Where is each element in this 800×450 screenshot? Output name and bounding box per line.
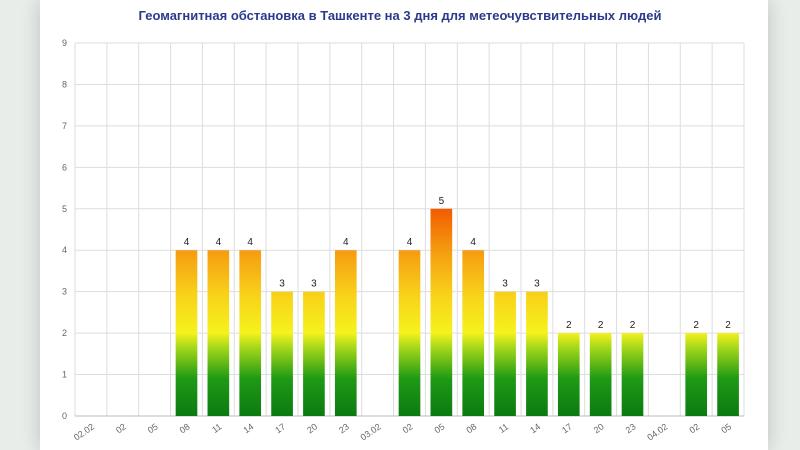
x-tick-label: 20	[305, 421, 319, 435]
x-tick-label: 05	[719, 421, 733, 435]
x-tick-label: 17	[560, 421, 574, 435]
y-tick-label: 8	[62, 79, 67, 89]
bar	[557, 333, 580, 416]
data-label: 2	[725, 320, 731, 331]
y-tick-label: 5	[62, 204, 67, 214]
bar-layer	[175, 208, 739, 416]
data-label: 2	[693, 320, 699, 331]
data-label: 2	[566, 320, 572, 331]
bar	[621, 333, 644, 416]
x-tick-label: 23	[624, 421, 638, 435]
x-tick-label: 02	[401, 421, 415, 435]
data-label: 2	[598, 320, 604, 331]
x-tick-label: 05	[433, 421, 447, 435]
x-tick-label: 14	[241, 421, 255, 435]
x-tick-label: 11	[497, 421, 510, 435]
data-label: 4	[343, 237, 349, 248]
data-label: 3	[311, 279, 317, 290]
data-label: 4	[407, 237, 413, 248]
y-tick-label: 4	[62, 245, 67, 255]
bar	[239, 250, 262, 416]
chart-title: Геомагнитная обстановка в Ташкенте на 3 …	[138, 8, 662, 23]
x-tick-label: 20	[592, 421, 606, 435]
y-tick-label: 0	[62, 411, 67, 421]
y-tick-label: 2	[62, 328, 67, 338]
x-tick-label: 03.02	[359, 421, 383, 442]
y-tick-label: 7	[62, 121, 67, 131]
bar	[175, 250, 198, 416]
y-tick-label: 3	[62, 287, 67, 297]
x-tick-label: 11	[210, 421, 223, 435]
x-tick-label: 08	[178, 421, 192, 435]
bar	[526, 291, 548, 416]
x-tick-label: 23	[337, 421, 351, 435]
data-label: 2	[630, 320, 636, 331]
bar	[717, 333, 739, 416]
y-tick-label: 1	[62, 370, 67, 380]
bar	[398, 250, 421, 416]
x-tick-label: 08	[464, 421, 478, 435]
x-tick-label: 02	[687, 421, 701, 435]
data-label: 4	[470, 237, 476, 248]
x-tick-label: 14	[528, 421, 542, 435]
bar	[430, 208, 453, 416]
x-tick-label: 04.02	[645, 421, 669, 442]
data-label: 3	[502, 279, 508, 290]
data-label: 4	[247, 237, 253, 248]
x-tick-label: 05	[146, 421, 160, 435]
bar	[207, 250, 230, 416]
x-tick-label: 17	[273, 421, 287, 435]
bar	[494, 291, 516, 416]
x-tick-label: 02	[114, 421, 128, 435]
y-tick-label: 6	[62, 162, 67, 172]
bar	[271, 291, 293, 416]
bar	[589, 333, 612, 416]
bar	[334, 250, 357, 416]
bar	[685, 333, 708, 416]
data-label: 4	[184, 237, 190, 248]
y-tick-label: 9	[62, 38, 67, 48]
bar	[303, 291, 325, 416]
data-label: 3	[279, 279, 285, 290]
data-label: 3	[534, 279, 540, 290]
bar	[462, 250, 485, 416]
data-label: 5	[439, 196, 445, 207]
data-label: 4	[216, 237, 222, 248]
x-tick-label: 02.02	[72, 421, 96, 442]
